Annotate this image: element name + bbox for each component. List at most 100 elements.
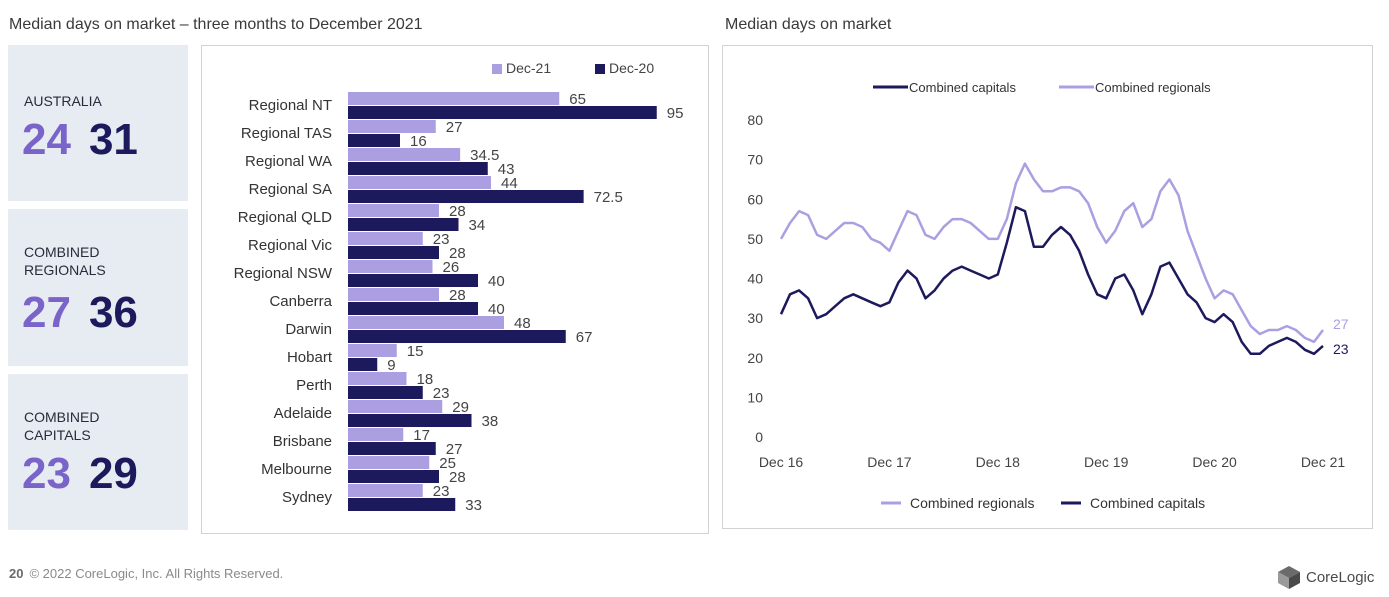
data-label-dec-20: 28 — [449, 469, 466, 486]
category-label: Regional QLD — [238, 209, 332, 226]
stat-value-dec-21: 23 — [22, 449, 71, 498]
y-tick-label: 70 — [747, 152, 763, 168]
data-label-dec-20: 40 — [488, 273, 505, 290]
stat-card-values: 24 31 — [22, 118, 138, 162]
data-label-dec-20: 9 — [387, 357, 395, 374]
bar-dec-21 — [348, 456, 430, 469]
legend-label-combined-regionals: Combined regionals — [910, 495, 1035, 511]
stat-card-label: COMBINED CAPITALS — [24, 408, 99, 444]
data-label-dec-21: 17 — [413, 427, 430, 444]
bar-dec-20 — [348, 386, 423, 399]
x-tick-label: Dec 21 — [1301, 454, 1346, 470]
stat-card-label-line: COMBINED — [24, 244, 100, 260]
category-label: Brisbane — [273, 433, 332, 450]
corelogic-cube-icon — [1278, 566, 1300, 589]
y-tick-label: 20 — [747, 350, 763, 366]
bar-dec-21 — [348, 260, 433, 273]
y-tick-label: 50 — [747, 231, 763, 247]
bar-dec-20 — [348, 358, 378, 371]
bar-dec-20 — [348, 330, 566, 343]
bar-dec-20 — [348, 190, 584, 203]
stat-card-label: COMBINED REGIONALS — [24, 243, 106, 279]
bar-chart-panel: Dec-21 Dec-20 Regional NT 65 95 Regional TAS 2… — [201, 45, 709, 534]
data-label-dec-20: 27 — [446, 441, 463, 458]
bar-chart: Dec-21 Dec-20 Regional NT 65 95 Regional TAS 2… — [234, 60, 684, 514]
series-line-combined-regionals — [779, 162, 1324, 344]
line-chart-section-title: Median days on market — [725, 16, 892, 33]
stat-card-values: 27 36 — [22, 291, 138, 335]
stat-value-dec-21: 24 — [22, 115, 71, 164]
data-label-dec-20: 38 — [482, 413, 499, 430]
data-label-dec-21: 28 — [449, 203, 466, 220]
category-label: Regional TAS — [241, 125, 332, 142]
end-label-combined-capitals: 23 — [1333, 341, 1349, 357]
line-chart-legend-bottom: Combined regionals Combined capitals — [881, 495, 1205, 511]
category-label: Regional WA — [245, 153, 332, 170]
category-label: Melbourne — [261, 461, 332, 478]
bar-dec-20 — [348, 274, 478, 287]
bar-dec-20 — [348, 414, 472, 427]
data-label-dec-21: 23 — [433, 231, 450, 248]
line-chart-legend-top: Combined capitals Combined regionals — [873, 80, 1211, 95]
y-tick-label: 10 — [747, 389, 763, 405]
bar-dec-20 — [348, 498, 456, 511]
corelogic-logo: CoreLogic — [1276, 564, 1374, 590]
legend-label-combined-capitals: Combined capitals — [1090, 495, 1205, 511]
bar-dec-21 — [348, 92, 560, 105]
page-number: 20 — [9, 566, 24, 581]
data-label-dec-21: 18 — [417, 371, 434, 388]
bar-dec-21 — [348, 372, 407, 385]
category-label: Regional SA — [249, 181, 332, 198]
stat-value-dec-20: 36 — [88, 288, 138, 337]
bar-dec-21 — [348, 484, 423, 497]
y-tick-label: 30 — [747, 310, 763, 326]
y-tick-label: 0 — [755, 429, 763, 445]
bar-chart-section-title: Median days on market – three months to … — [9, 16, 423, 33]
stat-card-australia: AUSTRALIA 24 31 — [8, 45, 188, 201]
stat-card-label-line: CAPITALS — [24, 427, 91, 443]
category-label: Perth — [296, 377, 332, 394]
legend-swatch-dec-20 — [595, 64, 605, 74]
footer: 20 © 2022 CoreLogic, Inc. All Rights Rese… — [9, 566, 283, 581]
y-tick-label: 80 — [747, 112, 763, 128]
bar-dec-21 — [348, 204, 439, 217]
stat-card-combined-capitals: COMBINED CAPITALS 23 29 — [8, 374, 188, 530]
bar-dec-20 — [348, 302, 478, 315]
data-label-dec-21: 48 — [514, 315, 531, 332]
legend-label-combined-regionals: Combined regionals — [1095, 80, 1211, 95]
stat-value-dec-20: 29 — [88, 449, 138, 498]
data-label-dec-20: 67 — [576, 329, 593, 346]
bar-dec-20 — [348, 162, 488, 175]
data-label-dec-21: 28 — [449, 287, 466, 304]
bar-dec-21 — [348, 400, 443, 413]
data-label-dec-20: 28 — [449, 245, 466, 262]
data-label-dec-21: 44 — [501, 175, 518, 192]
data-label-dec-20: 95 — [667, 105, 684, 122]
stat-card-values: 23 29 — [22, 452, 138, 496]
bar-dec-20 — [348, 134, 400, 147]
bar-dec-21 — [348, 316, 504, 329]
y-tick-label: 40 — [747, 271, 763, 287]
data-label-dec-20: 40 — [488, 301, 505, 318]
legend-swatch-dec-21 — [492, 64, 502, 74]
bar-dec-21 — [348, 176, 491, 189]
bar-dec-21 — [348, 232, 423, 245]
stat-card-label-line: COMBINED — [24, 409, 100, 425]
stat-card-label: AUSTRALIA — [24, 93, 102, 109]
stat-card-label-line: REGIONALS — [24, 262, 106, 278]
line-chart-panel: 0 10 20 30 40 50 60 70 80 Dec 16 Dec 17 Dec 18 Dec 1… — [722, 45, 1373, 529]
legend-label-combined-capitals: Combined capitals — [909, 80, 1016, 95]
bar-dec-20 — [348, 246, 439, 259]
bar-dec-20 — [348, 106, 657, 119]
bar-dec-20 — [348, 218, 459, 231]
data-label-dec-20: 34 — [469, 217, 486, 234]
stat-value-dec-21: 27 — [22, 288, 71, 337]
data-label-dec-20: 43 — [498, 161, 515, 178]
stat-card-combined-regionals: COMBINED REGIONALS 27 36 — [8, 209, 188, 366]
data-label-dec-21: 15 — [407, 343, 424, 360]
category-label: Canberra — [269, 293, 332, 310]
x-tick-label: Dec 18 — [976, 454, 1021, 470]
end-label-combined-regionals: 27 — [1333, 316, 1349, 332]
stat-value-dec-20: 31 — [88, 115, 138, 164]
x-tick-label: Dec 17 — [867, 454, 912, 470]
